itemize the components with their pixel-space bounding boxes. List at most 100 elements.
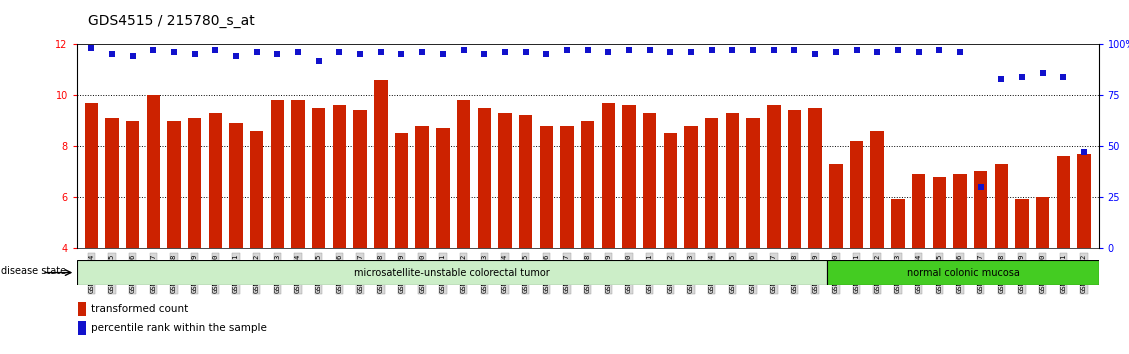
Point bbox=[371, 50, 390, 55]
Bar bbox=[105, 118, 119, 350]
Point bbox=[682, 50, 700, 55]
Point bbox=[331, 50, 349, 55]
Point bbox=[413, 50, 431, 55]
Bar bbox=[250, 131, 263, 350]
Point bbox=[764, 47, 782, 53]
Point bbox=[145, 47, 163, 53]
Point bbox=[744, 47, 762, 53]
Bar bbox=[995, 164, 1008, 350]
Point bbox=[517, 50, 535, 55]
Text: percentile rank within the sample: percentile rank within the sample bbox=[90, 323, 266, 333]
Bar bbox=[312, 108, 325, 350]
Point bbox=[826, 50, 844, 55]
Bar bbox=[291, 100, 305, 350]
Bar bbox=[560, 126, 574, 350]
Bar bbox=[1077, 154, 1091, 350]
Point bbox=[930, 47, 948, 53]
Bar bbox=[912, 174, 926, 350]
Point bbox=[910, 50, 928, 55]
Text: microsatellite-unstable colorectal tumor: microsatellite-unstable colorectal tumor bbox=[355, 268, 550, 278]
Point bbox=[351, 52, 369, 57]
Bar bbox=[870, 131, 884, 350]
Point bbox=[455, 47, 473, 53]
Point bbox=[165, 50, 183, 55]
Bar bbox=[147, 95, 160, 350]
Point bbox=[868, 50, 886, 55]
Bar bbox=[829, 164, 842, 350]
Point bbox=[1013, 74, 1031, 80]
Point bbox=[951, 50, 969, 55]
Bar bbox=[891, 199, 904, 350]
Point bbox=[269, 52, 287, 57]
Point bbox=[1034, 70, 1052, 75]
Bar bbox=[415, 126, 429, 350]
Point bbox=[123, 53, 141, 59]
Point bbox=[599, 50, 618, 55]
Bar bbox=[684, 126, 698, 350]
Point bbox=[289, 50, 307, 55]
Point bbox=[972, 184, 990, 190]
Point bbox=[309, 58, 327, 63]
Point bbox=[806, 52, 824, 57]
Bar bbox=[436, 128, 449, 350]
Bar bbox=[77, 260, 828, 285]
Bar bbox=[1057, 156, 1070, 350]
Text: disease state: disease state bbox=[1, 266, 67, 276]
Bar bbox=[78, 321, 86, 335]
Point bbox=[247, 50, 265, 55]
Bar bbox=[126, 121, 139, 350]
Bar bbox=[374, 80, 387, 350]
Bar bbox=[519, 115, 532, 350]
Bar bbox=[788, 110, 802, 350]
Bar bbox=[167, 121, 181, 350]
Point bbox=[185, 52, 203, 57]
Point bbox=[1075, 149, 1093, 155]
Bar bbox=[333, 105, 347, 350]
Point bbox=[496, 50, 514, 55]
Bar bbox=[933, 177, 946, 350]
Bar bbox=[828, 260, 1099, 285]
Bar bbox=[78, 302, 86, 316]
Bar bbox=[85, 103, 98, 350]
Bar bbox=[581, 121, 594, 350]
Bar bbox=[850, 141, 864, 350]
Bar bbox=[664, 133, 677, 350]
Point bbox=[724, 47, 742, 53]
Point bbox=[848, 47, 866, 53]
Point bbox=[227, 53, 245, 59]
Bar bbox=[704, 118, 718, 350]
Point bbox=[475, 52, 493, 57]
Point bbox=[620, 47, 638, 53]
Point bbox=[992, 76, 1010, 82]
Point bbox=[662, 50, 680, 55]
Bar bbox=[1015, 199, 1029, 350]
Bar bbox=[808, 108, 822, 350]
Bar bbox=[1036, 197, 1049, 350]
Point bbox=[207, 47, 225, 53]
Bar bbox=[498, 113, 511, 350]
Bar bbox=[953, 174, 966, 350]
Bar bbox=[457, 100, 471, 350]
Bar bbox=[622, 105, 636, 350]
Bar bbox=[974, 171, 988, 350]
Point bbox=[434, 52, 452, 57]
Point bbox=[103, 52, 121, 57]
Bar bbox=[644, 113, 656, 350]
Text: GDS4515 / 215780_s_at: GDS4515 / 215780_s_at bbox=[88, 14, 255, 28]
Point bbox=[1054, 74, 1073, 80]
Point bbox=[558, 47, 576, 53]
Bar bbox=[540, 126, 553, 350]
Bar bbox=[353, 110, 367, 350]
Bar bbox=[209, 113, 222, 350]
Bar bbox=[602, 103, 615, 350]
Text: transformed count: transformed count bbox=[90, 304, 187, 314]
Text: normal colonic mucosa: normal colonic mucosa bbox=[907, 268, 1019, 278]
Point bbox=[702, 47, 720, 53]
Point bbox=[393, 52, 411, 57]
Point bbox=[640, 47, 658, 53]
Bar bbox=[395, 133, 409, 350]
Point bbox=[537, 52, 555, 57]
Point bbox=[889, 47, 907, 53]
Bar bbox=[187, 118, 201, 350]
Bar bbox=[229, 123, 243, 350]
